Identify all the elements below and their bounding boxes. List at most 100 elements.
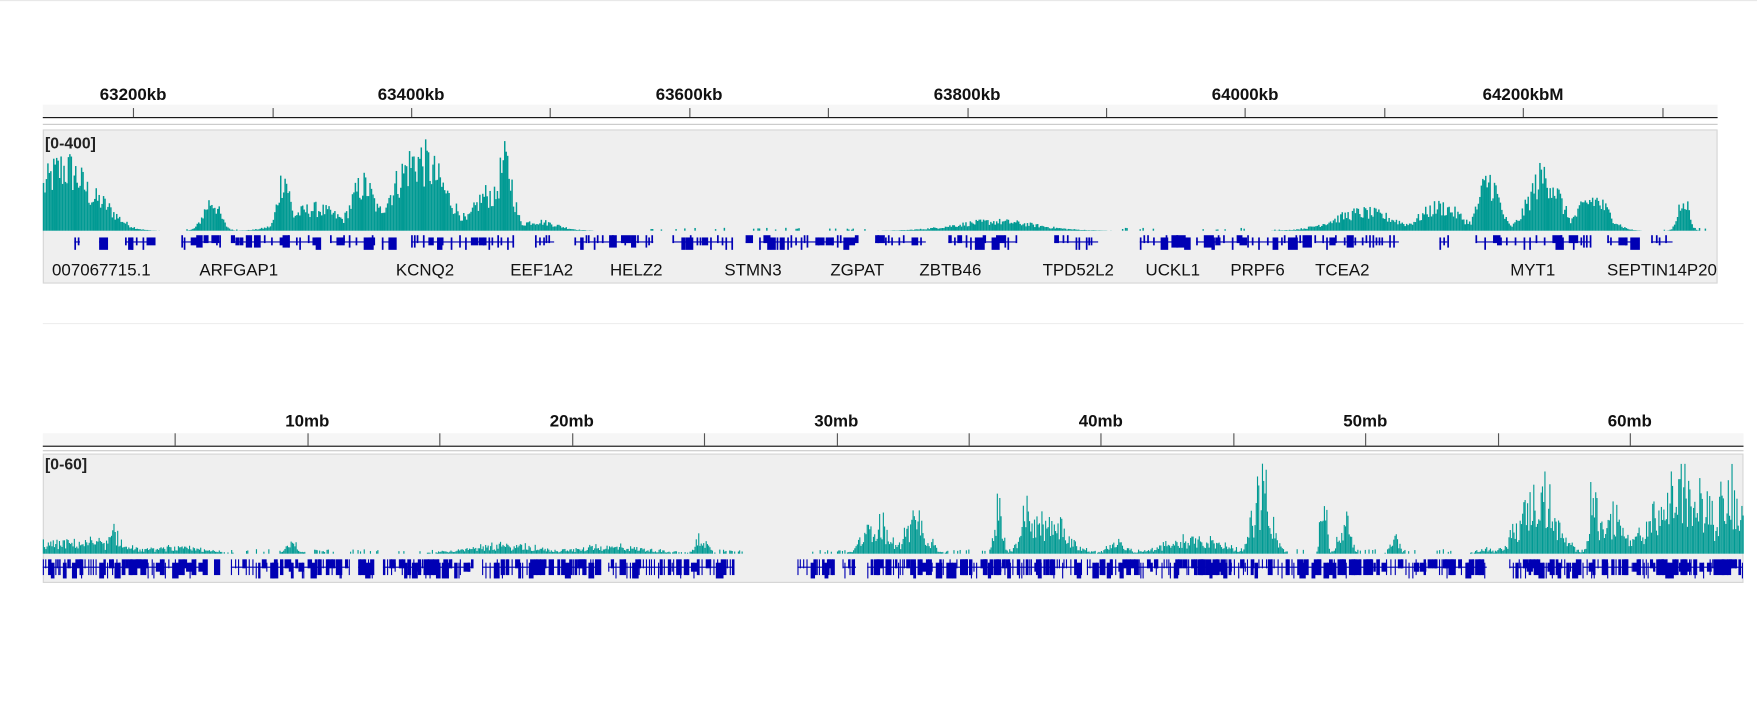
coverage-bar [281, 551, 284, 554]
gene-label[interactable]: STMN3 [724, 261, 782, 281]
gene-exon [450, 559, 452, 569]
coverage-bar [601, 550, 603, 554]
coverage-bar [198, 549, 201, 554]
coverage-bar [480, 202, 483, 231]
gene-exon [1203, 559, 1205, 569]
coverage-bar [1007, 219, 1010, 231]
coverage-bar [140, 551, 142, 554]
coverage-bar [369, 183, 371, 231]
coverage-bar [363, 172, 365, 231]
coverage-bar [1351, 536, 1353, 554]
coverage-bar [885, 544, 887, 554]
coverage-bar [1321, 225, 1323, 231]
coverage-bar [1297, 229, 1300, 231]
coverage-bar [1608, 520, 1610, 554]
top-ruler-bar[interactable] [42, 104, 1718, 119]
coverage-bar [398, 551, 400, 554]
gene-exon [282, 559, 284, 576]
gene-exon [1240, 559, 1245, 569]
gene-label[interactable]: 007067715.1 [52, 261, 151, 281]
coverage-bar [1572, 216, 1575, 231]
coverage-bar [1280, 546, 1282, 554]
coverage-bar [454, 213, 456, 231]
coverage-bar [1268, 525, 1270, 554]
coverage-bar [221, 218, 223, 231]
bottom-ruler-bar[interactable] [42, 433, 1744, 447]
coverage-bar [1344, 526, 1347, 554]
coverage-bar [1341, 212, 1344, 231]
coverage-bar [902, 230, 904, 231]
coverage-bar [527, 549, 529, 554]
coverage-bar [1605, 534, 1607, 554]
gene-label[interactable]: KCNQ2 [395, 261, 455, 281]
coverage-bar [1668, 524, 1670, 554]
coverage-bar [928, 546, 930, 554]
coverage-bar [359, 197, 361, 231]
gene-exon [1560, 235, 1563, 248]
gene-label[interactable]: ZBTB46 [919, 261, 982, 281]
coverage-bar [496, 191, 499, 231]
coverage-bar [577, 230, 579, 231]
coverage-bar [930, 227, 932, 231]
coverage-bar [848, 552, 850, 554]
coverage-bar [473, 548, 476, 554]
coverage-bar [70, 156, 73, 231]
coverage-bar [1584, 200, 1587, 231]
gene-label[interactable]: UCKL1 [1145, 261, 1200, 281]
coverage-bar [186, 547, 188, 554]
gene-exon [1053, 562, 1055, 579]
gene-label[interactable]: EEF1A2 [510, 261, 574, 281]
gene-exon [729, 559, 731, 576]
gene-exon [103, 559, 106, 576]
coverage-bar [72, 546, 74, 554]
coverage-bar [659, 549, 661, 554]
gene-label[interactable]: TPD52L2 [1042, 261, 1114, 281]
gene-label[interactable]: ZGPAT [830, 261, 885, 281]
coverage-bar [884, 526, 886, 554]
gene-exon [1649, 559, 1654, 569]
gene-label[interactable]: MYT1 [1510, 261, 1556, 281]
coverage-bar [551, 551, 554, 554]
gene-label[interactable]: SEPTIN14P20 [1607, 261, 1717, 281]
gene-exon [1529, 559, 1535, 569]
ruler-label: 40mb [1078, 411, 1123, 432]
coverage-bar [956, 226, 958, 231]
coverage-bar [1367, 218, 1370, 231]
coverage-bar [1429, 205, 1431, 231]
coverage-bar [310, 211, 313, 231]
ruler-tick [1384, 108, 1386, 118]
coverage-bar [690, 551, 692, 554]
coverage-bar [1490, 200, 1493, 231]
coverage-bar [435, 552, 437, 554]
gene-exon [1703, 562, 1705, 579]
coverage-bar [1389, 544, 1391, 554]
coverage-bar [455, 203, 458, 231]
coverage-bar [179, 547, 181, 554]
coverage-bar [572, 229, 575, 231]
coverage-bar [1740, 520, 1742, 554]
gene-label[interactable]: ARFGAP1 [199, 261, 279, 281]
coverage-bar [1408, 551, 1410, 554]
gene-label[interactable]: PRPF6 [1230, 261, 1285, 281]
coverage-bar [1607, 519, 1609, 554]
gene-label[interactable]: HELZ2 [609, 261, 663, 281]
coverage-bar [1686, 526, 1688, 554]
coverage-bar [1017, 541, 1019, 554]
gene-label[interactable]: TCEA2 [1315, 261, 1370, 281]
coverage-bar [897, 544, 899, 554]
coverage-bar [662, 550, 664, 554]
coverage-bar [1052, 534, 1054, 554]
coverage-bar [558, 224, 560, 231]
coverage-bar [892, 537, 894, 554]
coverage-bar [530, 550, 533, 554]
coverage-bar [714, 229, 717, 231]
gene-exon [90, 559, 92, 576]
coverage-bar [135, 229, 137, 231]
ruler-label: 63600kb [655, 85, 723, 105]
gene-exon [1326, 237, 1328, 250]
gene-intron [1314, 241, 1399, 243]
coverage-bar [255, 229, 257, 231]
coverage-bar [563, 549, 565, 554]
coverage-bar [64, 181, 67, 231]
coverage-bar [582, 547, 585, 554]
